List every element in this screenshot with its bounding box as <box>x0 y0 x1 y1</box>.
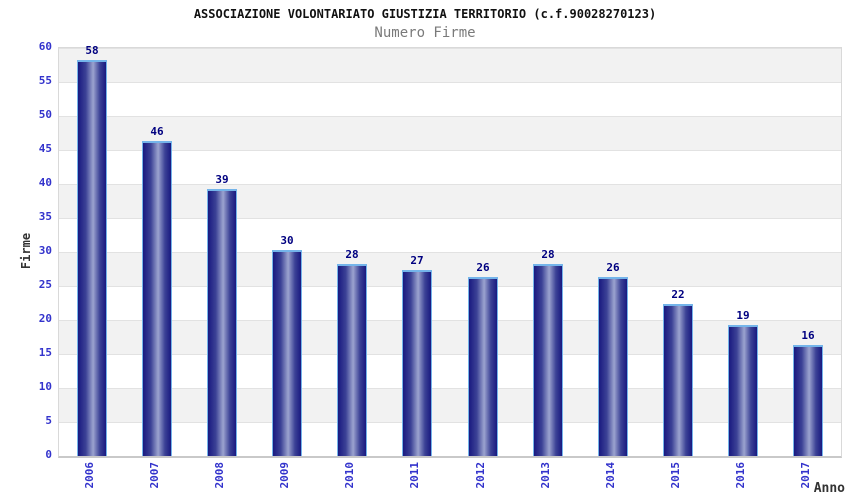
bar-value-label: 46 <box>150 125 164 138</box>
bar-value-label: 19 <box>736 309 750 322</box>
bar-2015 <box>663 304 693 456</box>
y-tick-label: 10 <box>38 380 52 393</box>
x-tick-label: 2010 <box>343 462 356 489</box>
bar-2017 <box>793 345 823 456</box>
plot-area: 58 46 39 30 28 27 26 28 26 22 19 16 <box>58 44 842 458</box>
bar-value-label: 28 <box>345 248 359 261</box>
bar-2010 <box>337 264 367 456</box>
y-tick-label: 5 <box>45 414 52 427</box>
bar-2014 <box>598 277 628 456</box>
bar-value-label: 26 <box>476 261 490 274</box>
x-tick-label: 2016 <box>734 462 747 489</box>
x-tick-label: 2007 <box>148 462 161 489</box>
y-tick-label: 40 <box>38 176 52 189</box>
bar-2013 <box>533 264 563 456</box>
bar-value-label: 16 <box>801 329 815 342</box>
y-tick-label: 25 <box>38 278 52 291</box>
bar-value-label: 58 <box>85 44 99 57</box>
y-tick-label: 50 <box>38 108 52 121</box>
bar-value-label: 30 <box>280 234 294 247</box>
x-tick-label: 2009 <box>278 462 291 489</box>
bar-2016 <box>728 325 758 456</box>
x-tick-label: 2013 <box>539 462 552 489</box>
y-tick-label: 45 <box>38 142 52 155</box>
y-tick-label: 35 <box>38 210 52 223</box>
x-tick-label: 2011 <box>408 462 421 489</box>
bar-value-label: 27 <box>410 254 424 267</box>
x-tick-label: 2008 <box>213 462 226 489</box>
bar-2006 <box>77 60 107 456</box>
bar-value-label: 28 <box>541 248 555 261</box>
bar-2007 <box>142 141 172 456</box>
y-tick-label: 30 <box>38 244 52 257</box>
chart-subtitle: Numero Firme <box>374 25 476 41</box>
x-tick-label: 2015 <box>669 462 682 489</box>
y-tick-label: 0 <box>45 448 52 461</box>
chart-title: ASSOCIAZIONE VOLONTARIATO GIUSTIZIA TERR… <box>193 7 657 21</box>
y-tick-label: 20 <box>38 312 52 325</box>
y-tick-label: 55 <box>38 74 52 87</box>
y-tick-label: 15 <box>38 346 52 359</box>
bar-2009 <box>272 250 302 456</box>
y-tick-label: 60 <box>38 40 52 53</box>
x-tick-label: 2012 <box>474 462 487 489</box>
x-axis-title: Anno <box>813 481 845 496</box>
bar-value-label: 22 <box>671 288 685 301</box>
bar-2011 <box>402 270 432 456</box>
x-tick-label: 2017 <box>799 462 812 489</box>
bar-2008 <box>207 189 237 456</box>
bar-value-label: 39 <box>215 173 229 186</box>
x-tick-label: 2006 <box>83 462 96 489</box>
bar-value-label: 26 <box>606 261 620 274</box>
bar-2012 <box>468 277 498 456</box>
x-tick-label: 2014 <box>604 462 617 489</box>
